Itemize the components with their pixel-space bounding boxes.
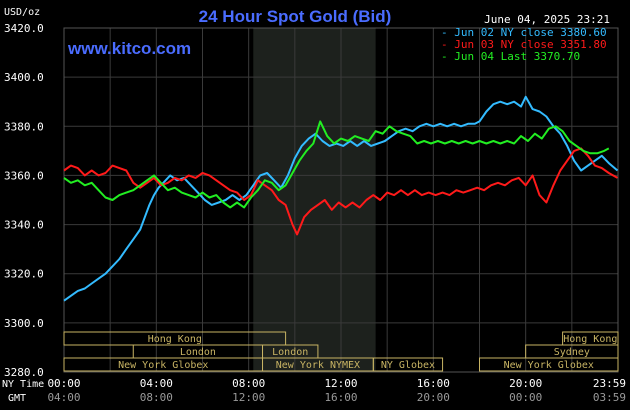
x-tick-ny: 12:00 [324,377,357,390]
legend-entry-1: - Jun 02 NY close 3380.60 [441,26,607,39]
x-tick-ny: 20:00 [509,377,542,390]
session-label: London [180,347,216,358]
legend: - Jun 02 NY close 3380.60- Jun 03 NY clo… [441,26,607,63]
x-tick-ny: 08:00 [232,377,265,390]
date-label: June 04, 2025 23:21 [484,13,610,26]
session-bar [372,357,444,372]
series-line-3 [63,120,610,209]
session-label: New York Globex [118,360,208,371]
x-row2-label: GMT [8,393,26,404]
session-label: New York Globex [504,360,594,371]
y-tick-label: 3280.0 [4,366,44,379]
x-tick-gmt: 12:00 [232,391,265,404]
session-label: Hong Kong [148,334,202,345]
x-tick-gmt: 03:59 [593,391,626,404]
x-tick-ny: 23:59 [593,377,626,390]
series-line-1 [63,95,619,302]
website-label: www.kitco.com [67,39,191,58]
x-tick-gmt: 08:00 [140,391,173,404]
chart-title: 24 Hour Spot Gold (Bid) [199,7,392,26]
x-tick-ny: 04:00 [140,377,173,390]
session-label: London [272,347,308,358]
series-layer [63,95,619,302]
x-tick-ny: 16:00 [417,377,450,390]
legend-entry-3: - Jun 04 Last 3370.70 [441,50,580,63]
x-row1-label: NY Time [2,379,44,390]
session-label: Hong Kong [563,334,617,345]
session-label: New York NYMEX [276,360,360,371]
x-tick-ny: 00:00 [47,377,80,390]
y-tick-label: 3320.0 [4,268,44,281]
y-tick-label: 3400.0 [4,71,44,84]
session-label: NY Globex [381,360,435,371]
y-tick-label: 3300.0 [4,317,44,330]
unit-label: USD/oz [4,7,40,18]
shaded-session [253,28,376,372]
session-layer: Hong Kong Hong Kong London London Sydney New … [63,331,619,372]
axis-layer: 3420.0 3400.0 3380.0 3360.0 3340.0 3320.0 3300… [2,22,626,404]
y-tick-label: 3420.0 [4,22,44,35]
plot-border [63,27,619,373]
y-tick-label: 3380.0 [4,120,44,133]
session-bar [479,357,619,372]
x-tick-gmt: 16:00 [324,391,357,404]
shade-layer [253,28,376,372]
legend-entry-2: - Jun 03 NY close 3351.80 [441,38,607,51]
session-label: Sydney [554,347,590,358]
y-tick-label: 3340.0 [4,219,44,232]
x-tick-gmt: 04:00 [47,391,80,404]
x-tick-gmt: 00:00 [509,391,542,404]
y-tick-label: 3360.0 [4,169,44,182]
series-line-2 [63,147,618,236]
x-tick-gmt: 20:00 [417,391,450,404]
